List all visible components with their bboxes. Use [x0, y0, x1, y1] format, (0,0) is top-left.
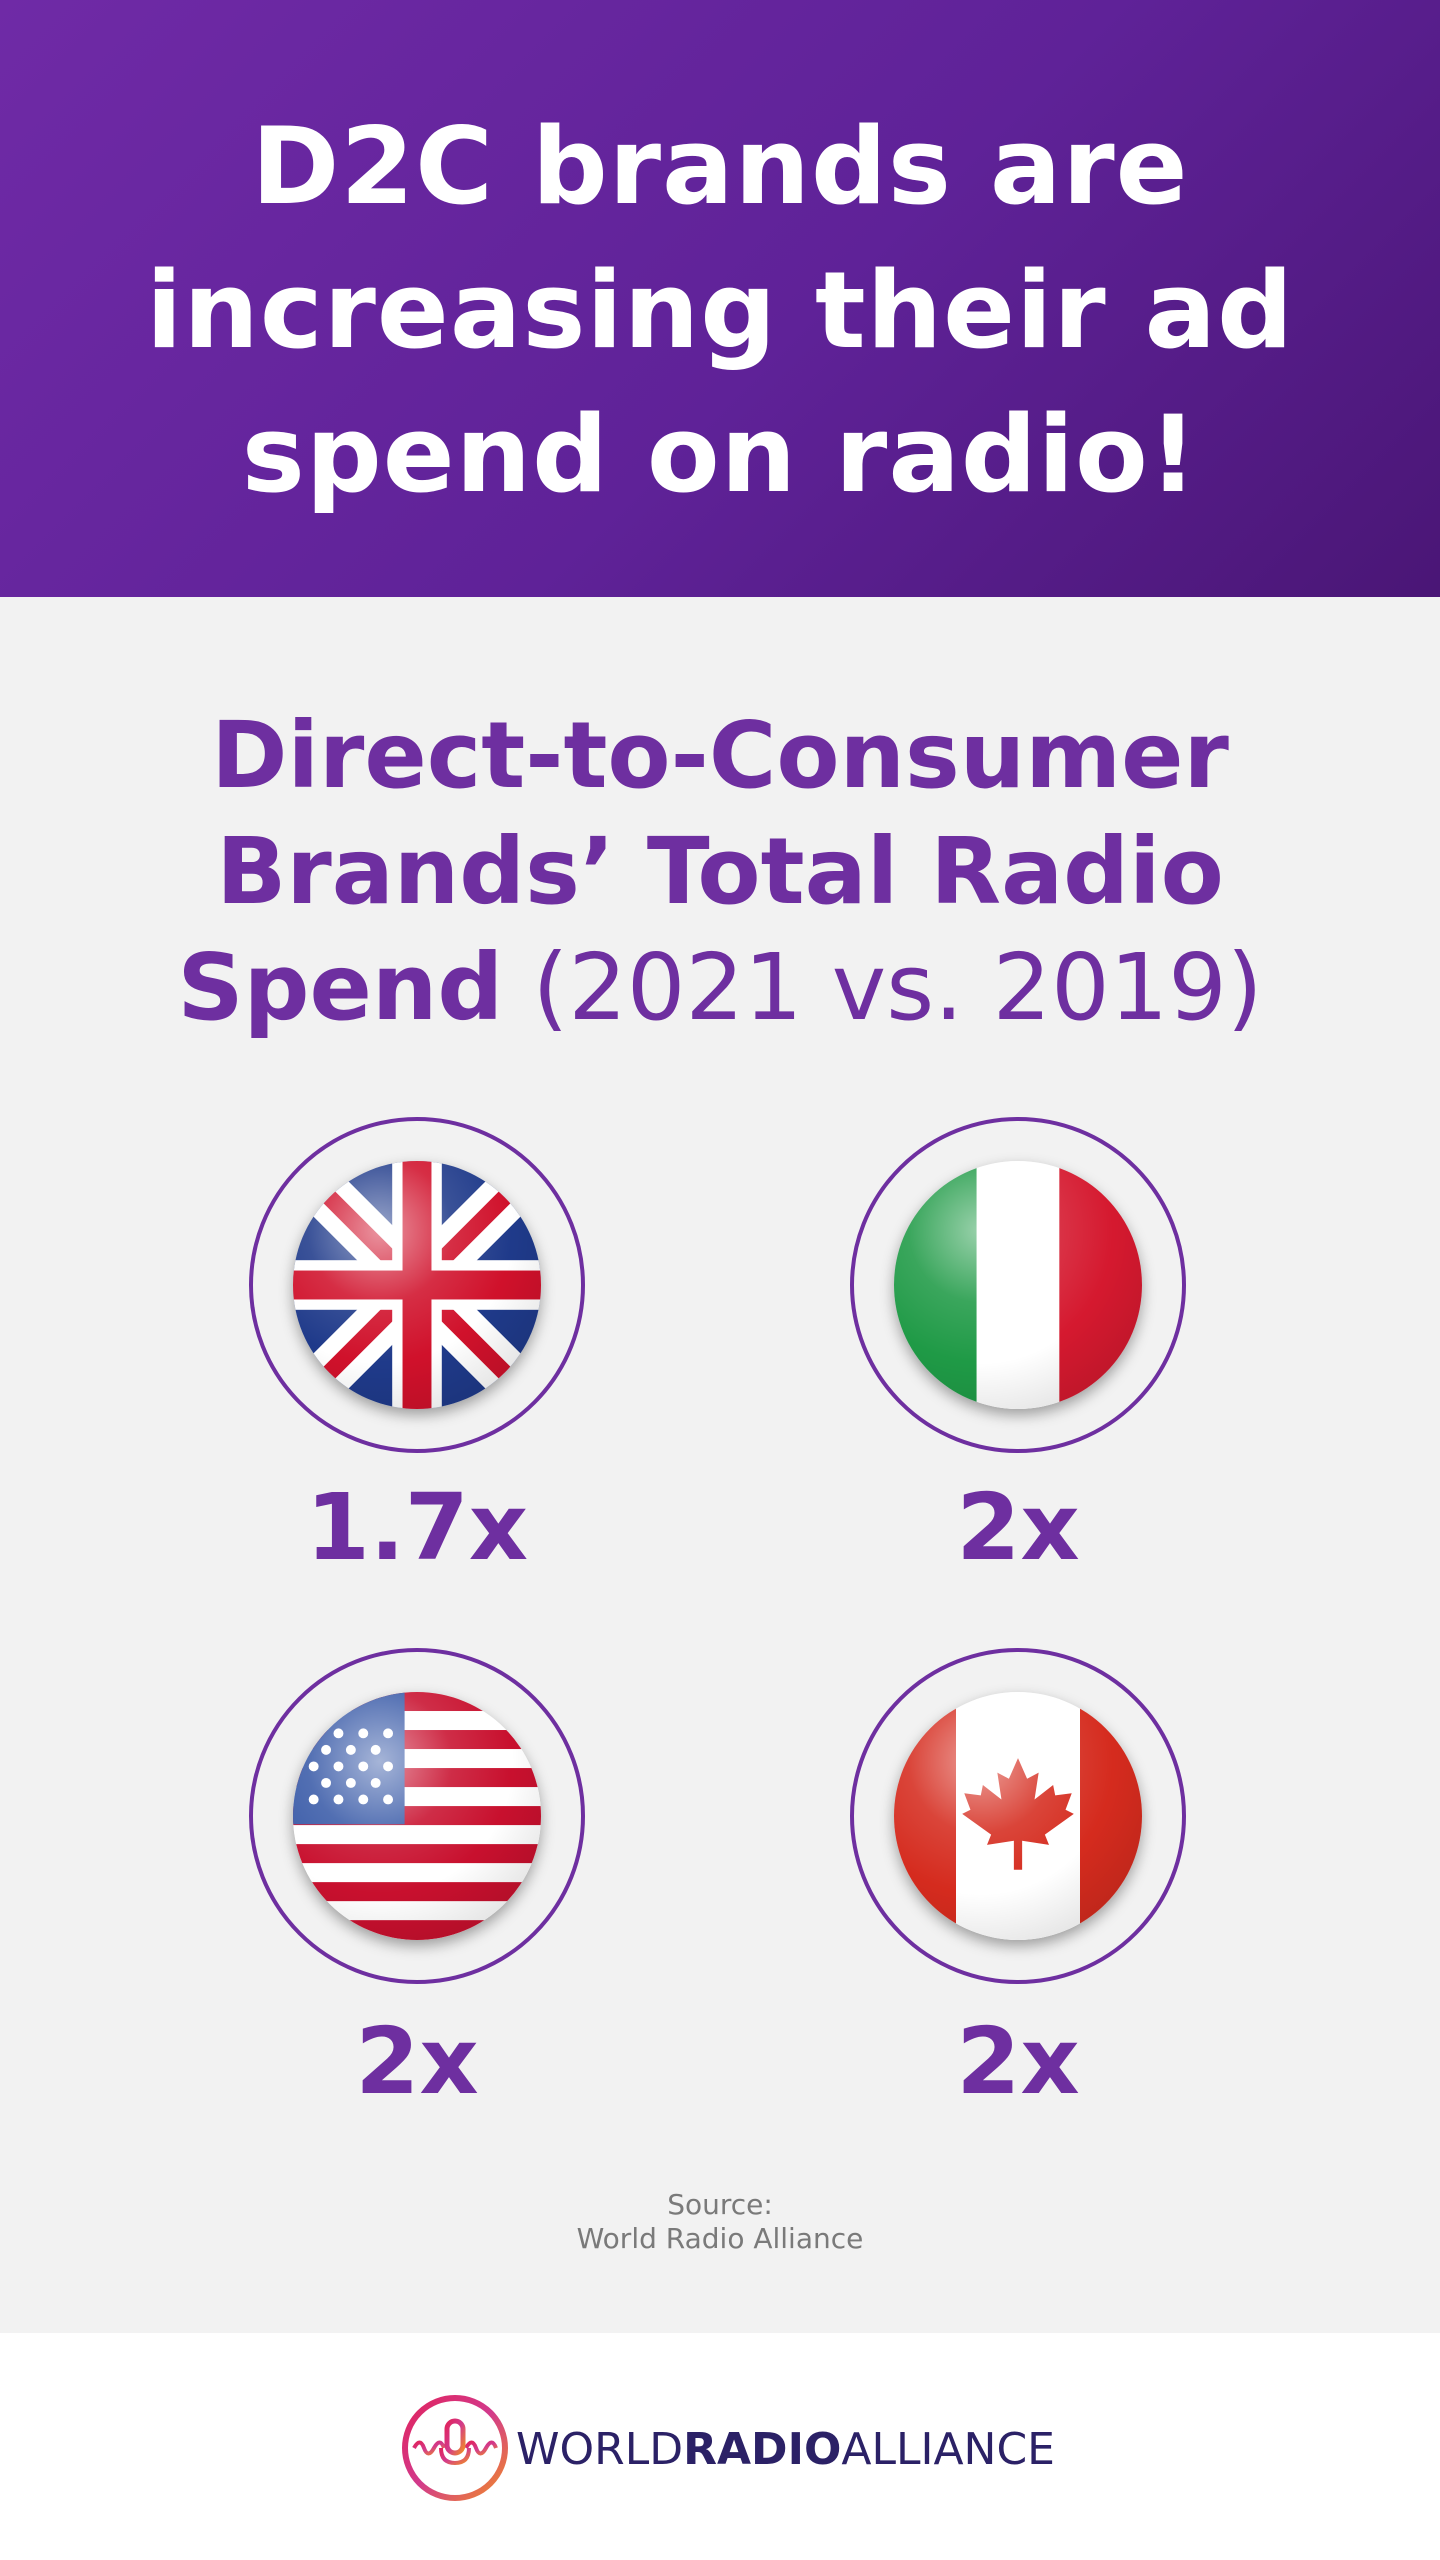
italy-flag-ring — [850, 1117, 1186, 1453]
section-title-line-1: Direct-to-Consumer — [211, 702, 1229, 809]
headline: D2C brands are increasing their ad spend… — [60, 95, 1380, 527]
section-title-spend: Spend — [177, 934, 504, 1041]
logo-world: WORLD — [516, 2424, 684, 2475]
canada-value: 2x — [956, 2008, 1080, 2115]
usa-flag-ring — [249, 1648, 585, 1984]
section-title: Direct-to-Consumer Brands’ Total Radio S… — [70, 698, 1370, 1046]
logo-radio: RADIO — [683, 2424, 842, 2475]
uk-value: 1.7x — [305, 1474, 529, 1581]
usa-flag-gloss — [293, 1692, 541, 1940]
header-banner: D2C brands are increasing their ad spend… — [0, 0, 1440, 597]
canada-flag-icon — [894, 1692, 1142, 1940]
italy-value: 2x — [956, 1474, 1080, 1581]
canada-flag-ring — [850, 1648, 1186, 1984]
headline-line-1: D2C brands are — [251, 105, 1189, 228]
section-title-line-2: Brands’ Total Radio — [216, 818, 1224, 925]
section-title-line-3: Spend (2021 vs. 2019) — [70, 930, 1370, 1046]
usa-value: 2x — [355, 2008, 479, 2115]
source-label: Source: — [667, 2188, 773, 2221]
microphone-icon — [402, 2395, 508, 2501]
section-title-years: (2021 vs. 2019) — [503, 934, 1263, 1041]
headline-line-3: spend on radio! — [241, 393, 1199, 516]
logo-wordmark: WORLDRADIOALLIANCE — [516, 2425, 1055, 2475]
uk-flag-ring — [249, 1117, 585, 1453]
canada-flag-gloss — [894, 1692, 1142, 1940]
uk-flag-gloss — [293, 1161, 541, 1409]
uk-flag-icon — [293, 1161, 541, 1409]
italy-flag-icon — [894, 1161, 1142, 1409]
logo-alliance: ALLIANCE — [841, 2424, 1055, 2475]
source-note: Source: World Radio Alliance — [420, 2188, 1020, 2256]
footer: WORLDRADIOALLIANCE — [0, 2333, 1440, 2560]
source-name: World Radio Alliance — [576, 2222, 864, 2255]
usa-flag-icon — [293, 1692, 541, 1940]
italy-flag-gloss — [894, 1161, 1142, 1409]
headline-line-2: increasing their ad — [146, 249, 1294, 372]
